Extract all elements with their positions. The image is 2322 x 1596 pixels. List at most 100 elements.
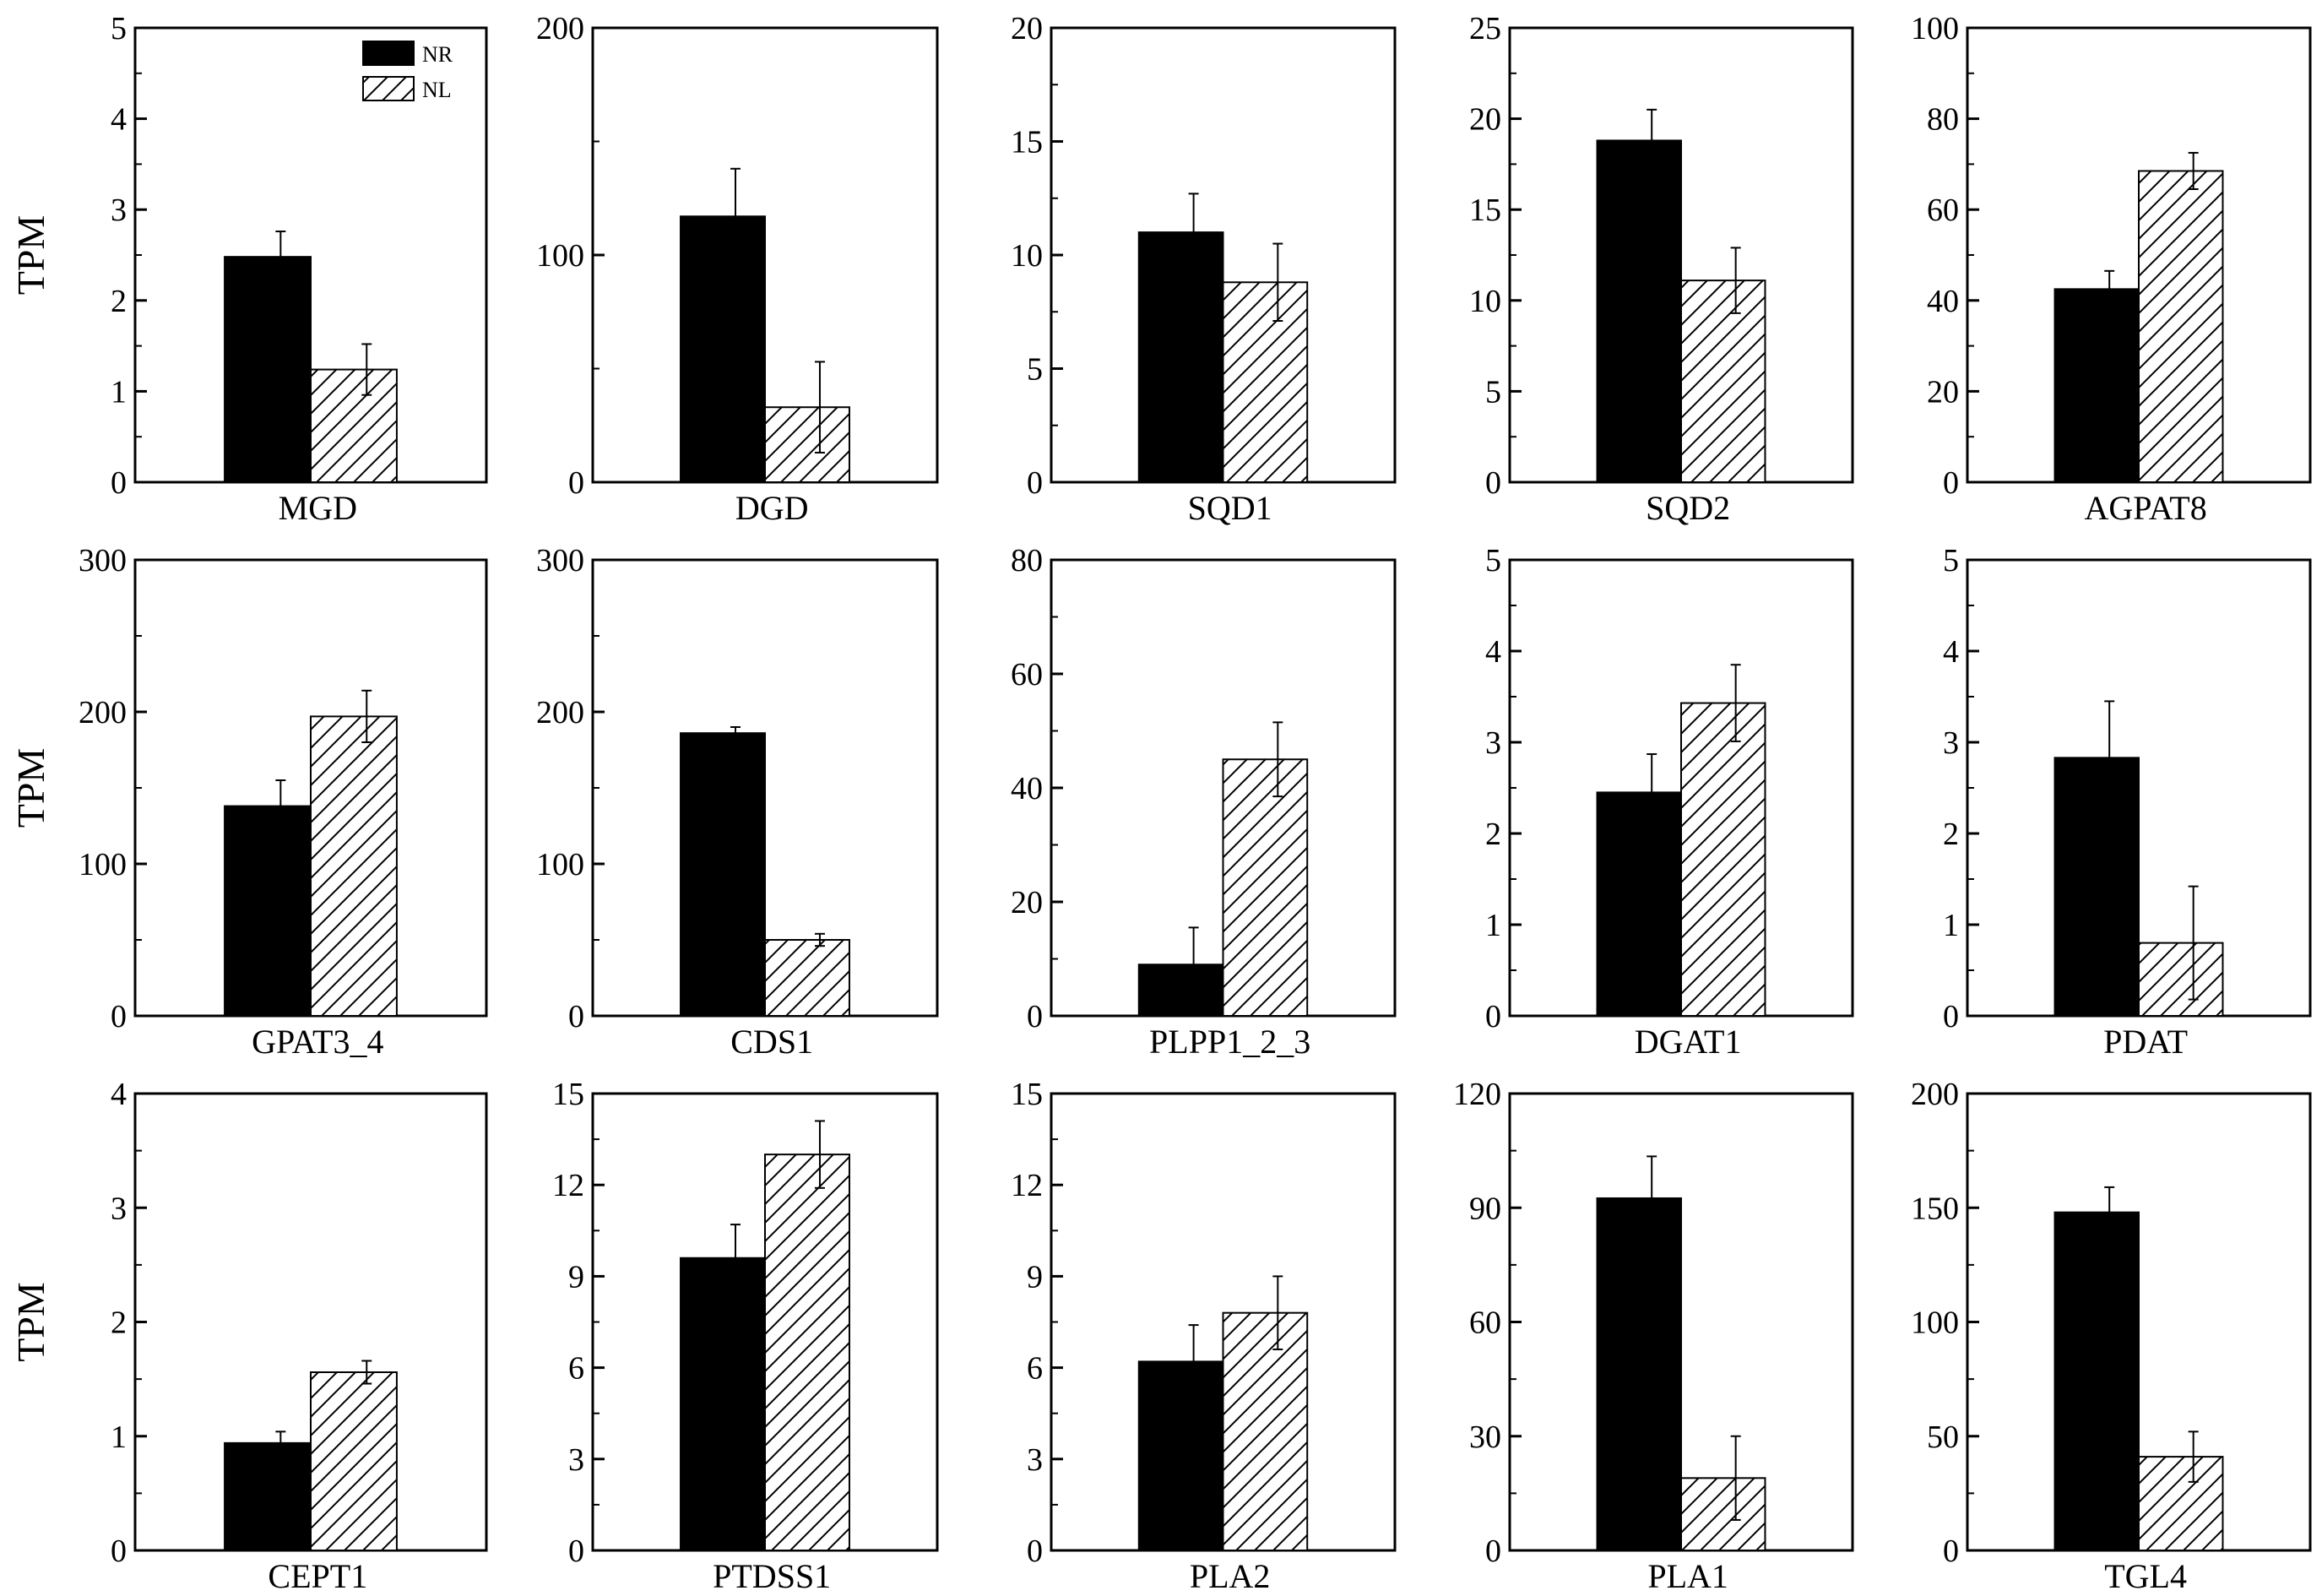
bar-nl [1680,280,1766,483]
panel-cept1: 0 1 2 3 4 CEPT1 TPM [9,1077,488,1595]
bar-nr [1596,791,1683,1018]
panel-dgat1: 0 1 2 3 4 5 DGAT1 [1485,543,1854,1061]
bar-nl [764,1154,850,1551]
y-tick-label: 0 [1485,999,1501,1034]
gene-label-sqd2: SQD2 [1646,489,1730,527]
bar-nl [310,715,398,1018]
y-tick-label: 0 [1943,999,1959,1034]
bar-nr [2053,1211,2140,1552]
bar-nr [224,256,312,483]
y-tick-label: 200 [536,695,584,730]
y-tick-label: 100 [1911,1306,1959,1341]
y-tick-label: 60 [1011,657,1043,692]
gene-label-ptdss1: PTDSS1 [713,1557,831,1595]
bar-nr [680,732,766,1017]
y-tick-label: 90 [1469,1191,1501,1226]
panel-dgd: 0 100 200 DGD [536,11,939,527]
bar-nl [2138,170,2224,483]
panel-pla2: 0 3 6 9 12 15 PLA2 [1011,1077,1397,1595]
y-tick-label: 100 [79,847,127,882]
y-tick-label: 25 [1469,11,1501,46]
y-tick-label: 0 [568,465,584,501]
bar-nl [1222,758,1309,1017]
y-tick-label: 0 [568,1534,584,1569]
y-tick-label: 4 [1485,634,1501,670]
y-tick-label: 0 [1027,465,1043,501]
y-tick-label: 1 [1943,908,1959,943]
y-tick-label: 300 [536,543,584,578]
gene-label-pla2: PLA2 [1190,1557,1271,1595]
bar-nr [1137,231,1224,483]
bar-nr [2053,757,2140,1017]
y-tick-label: 12 [552,1168,584,1203]
y-tick-label: 2 [1943,817,1959,852]
y-tick-label: 120 [1453,1077,1501,1112]
bar-nl [764,939,850,1017]
bar-nl [1222,281,1309,483]
y-tick-label: 4 [111,102,127,138]
y-tick-label: 0 [1027,999,1043,1034]
panel-plpp1-2-3: 0 20 40 60 80 PLPP1_2_3 [1011,543,1397,1061]
gene-label-tgl4: TGL4 [2104,1557,2187,1595]
y-tick-label: 1 [1485,908,1501,943]
y-tick-label: 4 [111,1077,127,1112]
bar-nl [310,1371,398,1552]
y-tick-label: 0 [111,999,127,1034]
y-tick-label: 20 [1011,885,1043,920]
y-axis-label: TPM [9,748,52,828]
y-tick-label: 100 [1911,11,1959,46]
y-tick-label: 200 [1911,1077,1959,1112]
gene-label-cept1: CEPT1 [268,1557,367,1595]
gene-label-sqd1: SQD1 [1188,489,1272,527]
bar-nr [2053,288,2140,483]
y-tick-label: 80 [1927,102,1959,138]
y-tick-label: 60 [1469,1306,1501,1341]
y-tick-label: 3 [1943,725,1959,761]
y-tick-label: 15 [1469,193,1501,228]
y-tick-label: 12 [1011,1168,1043,1203]
y-tick-label: 2 [111,284,127,319]
y-tick-label: 40 [1011,771,1043,806]
bar-nl [2138,942,2224,1017]
bar-nr [1596,1197,1683,1551]
y-tick-label: 200 [79,695,127,730]
gene-label-dgd: DGD [735,489,809,527]
bar-nr [224,1441,312,1551]
y-tick-label: 5 [1943,543,1959,578]
y-tick-label: 200 [536,11,584,46]
y-tick-label: 1 [111,374,127,410]
y-tick-label: 20 [1011,11,1043,46]
gene-label-gpat3-4: GPAT3_4 [252,1023,383,1061]
y-tick-label: 0 [1943,1534,1959,1569]
y-tick-label: 80 [1011,543,1043,578]
y-tick-label: 9 [568,1259,584,1295]
y-tick-label: 0 [568,999,584,1034]
legend: NR NL [362,41,453,102]
legend-swatch-nr [362,41,415,66]
y-tick-label: 15 [552,1077,584,1112]
y-tick-label: 15 [1011,125,1043,160]
y-tick-label: 20 [1469,102,1501,138]
y-tick-label: 5 [1485,543,1501,578]
y-tick-label: 15 [1011,1077,1043,1112]
y-tick-label: 10 [1011,238,1043,274]
panel-pla1: 0 30 60 90 120 PLA1 [1453,1077,1854,1595]
panel-ptdss1: 0 3 6 9 12 15 PTDSS1 [552,1077,939,1595]
y-tick-label: 50 [1927,1420,1959,1455]
bar-nl [1680,702,1766,1017]
panel-agpat8: 0 20 40 60 80 100 AGPAT8 [1911,11,2312,527]
gene-label-dgat1: DGAT1 [1635,1023,1742,1061]
y-tick-label: 40 [1927,284,1959,319]
bar-nl [310,368,398,483]
bar-nr [1596,139,1683,483]
y-tick-label: 0 [1485,465,1501,501]
gene-label-cds1: CDS1 [730,1023,813,1061]
y-tick-label: 3 [1485,725,1501,761]
y-tick-label: 1 [111,1420,127,1455]
bar-nr [1137,964,1224,1017]
bar-nl [1222,1311,1309,1552]
y-tick-label: 5 [1485,374,1501,410]
y-tick-label: 100 [536,238,584,274]
y-tick-label: 2 [1485,817,1501,852]
y-tick-label: 20 [1927,374,1959,410]
